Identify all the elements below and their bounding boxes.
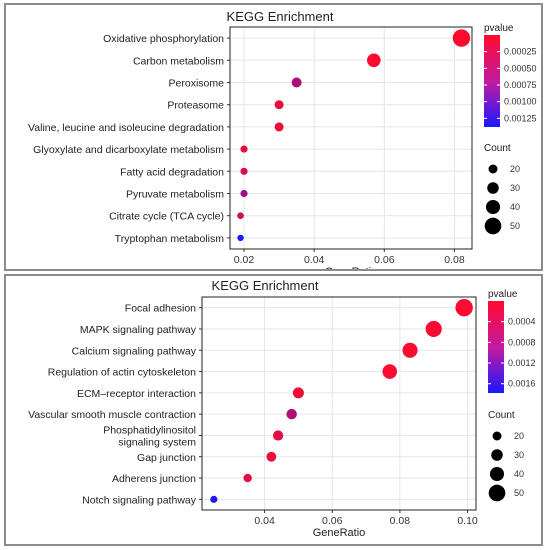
data-point (274, 100, 284, 110)
y-category-label: Vascular smooth muscle contraction (28, 409, 196, 421)
y-category-label: Citrate cycle (TCA cycle) (109, 211, 224, 223)
kegg-chart-panel-bottom: KEGG Enrichment Focal adhesion MAPK signal… (4, 274, 543, 546)
x-axis-title: GeneRatio (313, 527, 366, 539)
data-point (243, 473, 252, 483)
plot-border (229, 26, 473, 250)
y-category-label: Carbon metabolism (133, 55, 224, 67)
y-category-label: Focal adhesion (125, 303, 196, 315)
y-category-label: Tryptophan metabolism (115, 233, 225, 245)
size-legend-label: 30 (514, 450, 524, 460)
color-legend-label: 0.0004 (508, 317, 536, 327)
color-legend-bar (484, 35, 500, 127)
data-point (274, 122, 284, 132)
color-legend-bar (488, 301, 504, 393)
data-point (266, 451, 277, 462)
size-legend-dot (484, 217, 502, 235)
x-axis-title: GeneRatio (325, 266, 378, 269)
x-tick-label: 0.02 (234, 254, 255, 266)
size-legend-dot (492, 431, 502, 441)
size-legend-dot (488, 164, 498, 174)
y-category-label: Phosphatidylinositol signaling system (103, 424, 196, 448)
size-legend-label: 40 (510, 202, 520, 212)
data-point (286, 408, 297, 420)
y-category-label: Adherens junction (112, 473, 196, 485)
data-point (367, 53, 381, 68)
data-point (272, 430, 284, 441)
x-tick-label: 0.08 (444, 254, 465, 266)
data-point (455, 298, 473, 317)
data-point (452, 29, 471, 47)
plot-border (201, 296, 477, 511)
size-legend-label: 50 (514, 488, 524, 498)
color-legend-label: 0.00125 (504, 113, 537, 123)
size-legend-label: 20 (514, 431, 524, 441)
size-legend-title: Count (484, 143, 511, 154)
color-legend-label: 0.00025 (504, 47, 537, 57)
size-legend-label: 40 (514, 469, 524, 479)
color-legend-label: 0.0016 (508, 379, 536, 389)
data-point (237, 212, 244, 220)
chart-title: KEGG Enrichment (212, 278, 319, 293)
size-legend-dot (489, 466, 505, 482)
y-category-label: Notch signaling pathway (82, 494, 197, 506)
y-category-label: Pyruvate metabolism (126, 189, 224, 201)
data-point (425, 320, 442, 338)
data-point (240, 167, 248, 175)
x-tick-label: 0.08 (390, 515, 411, 527)
y-category-label: Proteasome (167, 100, 224, 112)
color-legend-label: 0.00075 (504, 80, 537, 90)
kegg-chart-panel-top: KEGG Enrichment Oxidative phosphorylation… (4, 3, 543, 271)
y-category-label: Peroxisome (169, 78, 225, 90)
kegg-chart-bottom: KEGG Enrichment Focal adhesion MAPK signal… (28, 278, 536, 539)
data-point (240, 145, 248, 153)
color-legend-label: 0.0008 (508, 337, 536, 347)
y-category-label: ECM–receptor interaction (77, 388, 196, 400)
color-legend-title: pvalue (484, 23, 514, 34)
plot-area (229, 26, 473, 250)
x-tick-label: 0.04 (254, 515, 275, 527)
size-legend-label: 20 (510, 164, 520, 174)
x-tick-label: 0.06 (322, 515, 343, 527)
y-category-label: MAPK signaling pathway (80, 324, 197, 336)
y-category-label: Valine, leucine and isoleucine degradati… (28, 122, 224, 134)
y-category-label: Calcium signaling pathway (72, 345, 197, 357)
color-legend-label: 0.00050 (504, 63, 537, 73)
data-point (402, 342, 418, 358)
size-legend-title: Count (488, 410, 515, 421)
y-category-label: Fatty acid degradation (120, 166, 224, 178)
size-legend-label: 30 (510, 183, 520, 193)
x-tick-label: 0.10 (457, 515, 478, 527)
data-point (382, 364, 398, 379)
size-legend-dot (491, 449, 503, 461)
size-legend-label: 50 (510, 221, 520, 231)
x-tick-label: 0.04 (304, 254, 325, 266)
size-legend-dot (487, 182, 499, 194)
color-legend-title: pvalue (488, 289, 518, 300)
color-legend-label: 0.00100 (504, 97, 537, 107)
data-point (240, 189, 248, 198)
chart-title: KEGG Enrichment (227, 9, 334, 24)
size-legend-dot (485, 199, 501, 215)
y-category-label: Gap junction (137, 452, 196, 464)
data-point (237, 234, 244, 242)
y-category-label: Glyoxylate and dicarboxylate metabolism (33, 144, 224, 156)
x-tick-label: 0.06 (374, 254, 395, 266)
y-category-label: Oxidative phosphorylation (103, 33, 224, 45)
color-legend-label: 0.0012 (508, 358, 536, 368)
size-legend-dot (488, 484, 506, 502)
data-point (292, 387, 304, 399)
data-point (210, 495, 218, 503)
y-category-label: Regulation of actin cytoskeleton (48, 367, 196, 379)
data-point (291, 77, 302, 88)
